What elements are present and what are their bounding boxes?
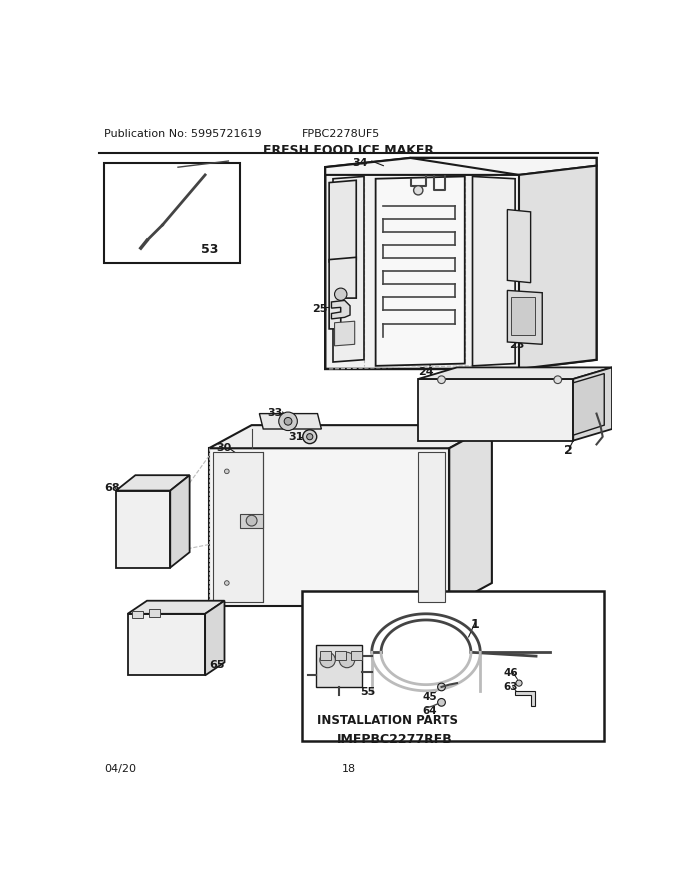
Circle shape: [279, 412, 297, 430]
Text: 04/20: 04/20: [104, 764, 137, 774]
Polygon shape: [507, 290, 542, 344]
Text: IMFPBC2277RFB: IMFPBC2277RFB: [337, 733, 453, 746]
Text: INSTALLATION PARTS: INSTALLATION PARTS: [317, 714, 458, 727]
Polygon shape: [209, 448, 449, 606]
Text: 55: 55: [360, 687, 375, 697]
Text: 63: 63: [503, 682, 518, 692]
Text: 18: 18: [341, 764, 356, 774]
Text: 64: 64: [422, 707, 437, 716]
Polygon shape: [128, 614, 205, 676]
Polygon shape: [205, 601, 224, 676]
Polygon shape: [325, 158, 596, 175]
Circle shape: [284, 417, 292, 425]
Text: 45: 45: [422, 693, 437, 702]
Bar: [148, 609, 160, 617]
Polygon shape: [418, 368, 612, 379]
Text: FPBC2278UF5: FPBC2278UF5: [302, 128, 380, 139]
Polygon shape: [573, 373, 605, 435]
Polygon shape: [573, 368, 612, 441]
Text: 53: 53: [201, 243, 219, 256]
Text: 23: 23: [509, 341, 524, 350]
Circle shape: [438, 376, 445, 384]
Polygon shape: [116, 491, 170, 568]
Text: 46: 46: [503, 668, 518, 678]
Circle shape: [307, 434, 313, 440]
Polygon shape: [333, 176, 364, 362]
Circle shape: [438, 699, 445, 706]
Circle shape: [335, 288, 347, 300]
Circle shape: [303, 429, 317, 444]
Polygon shape: [473, 176, 515, 366]
Polygon shape: [209, 425, 492, 448]
Bar: [469, 385, 500, 411]
Bar: [320, 651, 330, 660]
Circle shape: [224, 469, 229, 473]
Polygon shape: [329, 180, 356, 262]
Bar: [351, 651, 362, 660]
Bar: [104, 164, 240, 263]
Circle shape: [224, 581, 229, 585]
Text: 68: 68: [104, 483, 120, 493]
Polygon shape: [507, 209, 530, 282]
Polygon shape: [259, 414, 322, 429]
Text: 65: 65: [209, 660, 224, 670]
Circle shape: [554, 376, 562, 384]
Ellipse shape: [135, 250, 158, 259]
Text: 24: 24: [418, 368, 434, 378]
Bar: [424, 385, 463, 411]
Text: 1: 1: [471, 618, 479, 631]
Circle shape: [438, 683, 445, 691]
Text: 30: 30: [217, 443, 232, 453]
Bar: [240, 514, 263, 528]
Circle shape: [246, 516, 257, 526]
Text: 33: 33: [267, 408, 282, 418]
Polygon shape: [418, 379, 573, 441]
Polygon shape: [331, 300, 350, 319]
Text: FRESH FOOD ICE MAKER: FRESH FOOD ICE MAKER: [263, 144, 434, 158]
Text: 2: 2: [564, 444, 573, 458]
Text: 34: 34: [352, 158, 368, 168]
Polygon shape: [213, 452, 263, 602]
Text: Publication No: 5995721619: Publication No: 5995721619: [104, 128, 262, 139]
Polygon shape: [329, 257, 356, 329]
Bar: [316, 644, 362, 687]
Bar: [131, 611, 143, 619]
Bar: [511, 297, 534, 335]
Bar: [335, 651, 346, 660]
Text: 25: 25: [312, 304, 328, 314]
Polygon shape: [170, 475, 190, 568]
Polygon shape: [519, 165, 596, 369]
Circle shape: [516, 680, 522, 686]
Polygon shape: [375, 176, 464, 366]
Polygon shape: [335, 321, 355, 346]
Circle shape: [339, 652, 355, 668]
Circle shape: [320, 652, 335, 668]
Circle shape: [413, 186, 423, 195]
Polygon shape: [128, 601, 224, 614]
Text: 31: 31: [288, 432, 303, 442]
Polygon shape: [515, 691, 534, 707]
Polygon shape: [325, 158, 596, 369]
Bar: [302, 590, 605, 741]
Polygon shape: [418, 452, 445, 602]
Polygon shape: [449, 425, 492, 606]
Polygon shape: [116, 475, 190, 491]
